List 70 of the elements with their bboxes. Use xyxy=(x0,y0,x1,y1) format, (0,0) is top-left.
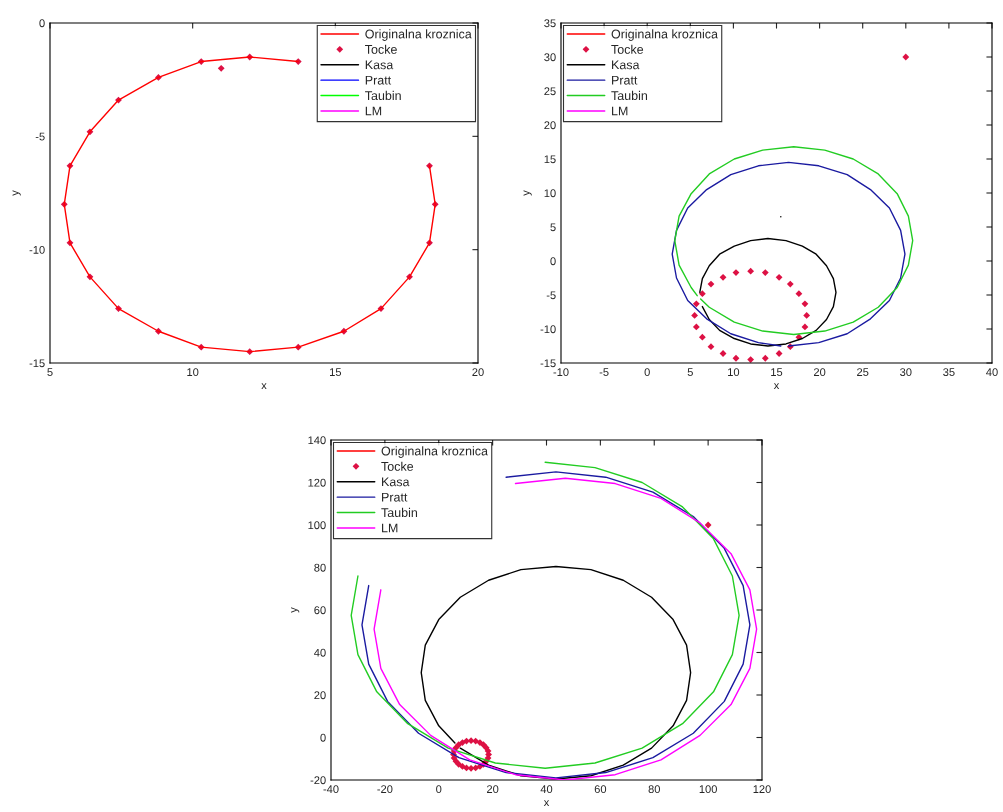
x-tick-label: 100 xyxy=(699,785,717,794)
y-tick-label: 10 xyxy=(544,189,556,198)
y-tick-label: 20 xyxy=(544,121,556,130)
legend-label: Kasa xyxy=(612,60,640,70)
legend-label: Kasa xyxy=(365,60,394,70)
legend-label: LM xyxy=(365,106,382,116)
x-tick-label: -5 xyxy=(599,368,609,377)
y-tick-label: 35 xyxy=(544,19,556,28)
legend-label: Kasa xyxy=(382,477,410,487)
legend-label: Originalna kroznica xyxy=(365,29,472,41)
legend-label: Tocke xyxy=(365,44,397,54)
y-tick-label: 60 xyxy=(314,606,326,615)
y-tick-label: -10 xyxy=(540,325,556,334)
y-axis-title: y xyxy=(291,607,300,613)
x-tick-label: 10 xyxy=(187,368,199,377)
x-tick-label: 0 xyxy=(436,785,442,794)
y-tick-label: 0 xyxy=(550,257,556,266)
legend-label: Tocke xyxy=(381,461,414,471)
y-tick-label: -10 xyxy=(29,245,45,254)
x-axis-title: x xyxy=(773,383,780,390)
x-axis-title: x xyxy=(261,383,267,390)
legend-label: Tocke xyxy=(611,44,644,54)
y-tick-label: 80 xyxy=(314,563,326,572)
y-tick-label: 5 xyxy=(550,223,556,232)
x-axis-title: x xyxy=(543,800,550,807)
y-tick-label: 40 xyxy=(314,648,326,657)
y-tick-label: 30 xyxy=(544,53,556,62)
x-tick-label: 20 xyxy=(487,785,499,794)
y-tick-label: 100 xyxy=(308,521,326,530)
y-tick-label: 140 xyxy=(308,436,326,445)
x-tick-label: 5 xyxy=(687,368,693,377)
legend-label: Pratt xyxy=(382,492,408,502)
y-tick-label: 0 xyxy=(39,19,45,28)
legend-label: LM xyxy=(382,523,398,533)
x-tick-label: 5 xyxy=(47,368,53,377)
y-axis-title: y xyxy=(12,190,21,196)
y-tick-label: -15 xyxy=(540,359,556,368)
x-tick-label: 15 xyxy=(330,368,342,377)
x-tick-label: 120 xyxy=(753,785,771,794)
x-tick-label: 30 xyxy=(900,368,912,377)
legend-label: Pratt xyxy=(365,75,392,85)
y-tick-label: -20 xyxy=(310,776,326,785)
y-axis-title: y xyxy=(523,190,532,196)
x-tick-label: 25 xyxy=(857,368,869,377)
y-tick-label: 20 xyxy=(314,691,326,700)
x-tick-label: 0 xyxy=(644,368,650,377)
legend-label: Originalna kroznica xyxy=(381,446,488,458)
x-tick-label: -20 xyxy=(377,785,393,794)
y-tick-label: 25 xyxy=(544,87,556,96)
y-tick-label: -5 xyxy=(546,291,556,300)
x-tick-label: 35 xyxy=(943,368,955,377)
legend-label: Pratt xyxy=(612,75,638,85)
x-tick-label: -40 xyxy=(323,785,339,794)
y-tick-label: -15 xyxy=(29,359,45,368)
x-tick-label: 20 xyxy=(813,368,826,377)
y-tick-label: 0 xyxy=(320,733,326,742)
x-tick-label: 20 xyxy=(472,368,484,377)
legend-label: Taubin xyxy=(365,90,401,101)
y-tick-label: 120 xyxy=(308,478,326,487)
y-tick-label: 15 xyxy=(544,155,556,164)
x-tick-label: 40 xyxy=(986,368,998,377)
x-tick-label: 60 xyxy=(594,785,607,794)
legend-label: Taubin xyxy=(381,507,418,518)
legend-label: LM xyxy=(612,106,628,116)
legend-label: Taubin xyxy=(611,90,648,101)
x-tick-label: 10 xyxy=(728,368,740,377)
x-tick-label: 15 xyxy=(771,368,783,377)
x-tick-label: 80 xyxy=(648,785,660,794)
y-tick-label: -5 xyxy=(35,132,45,141)
legend-label: Originalna kroznica xyxy=(611,29,718,41)
